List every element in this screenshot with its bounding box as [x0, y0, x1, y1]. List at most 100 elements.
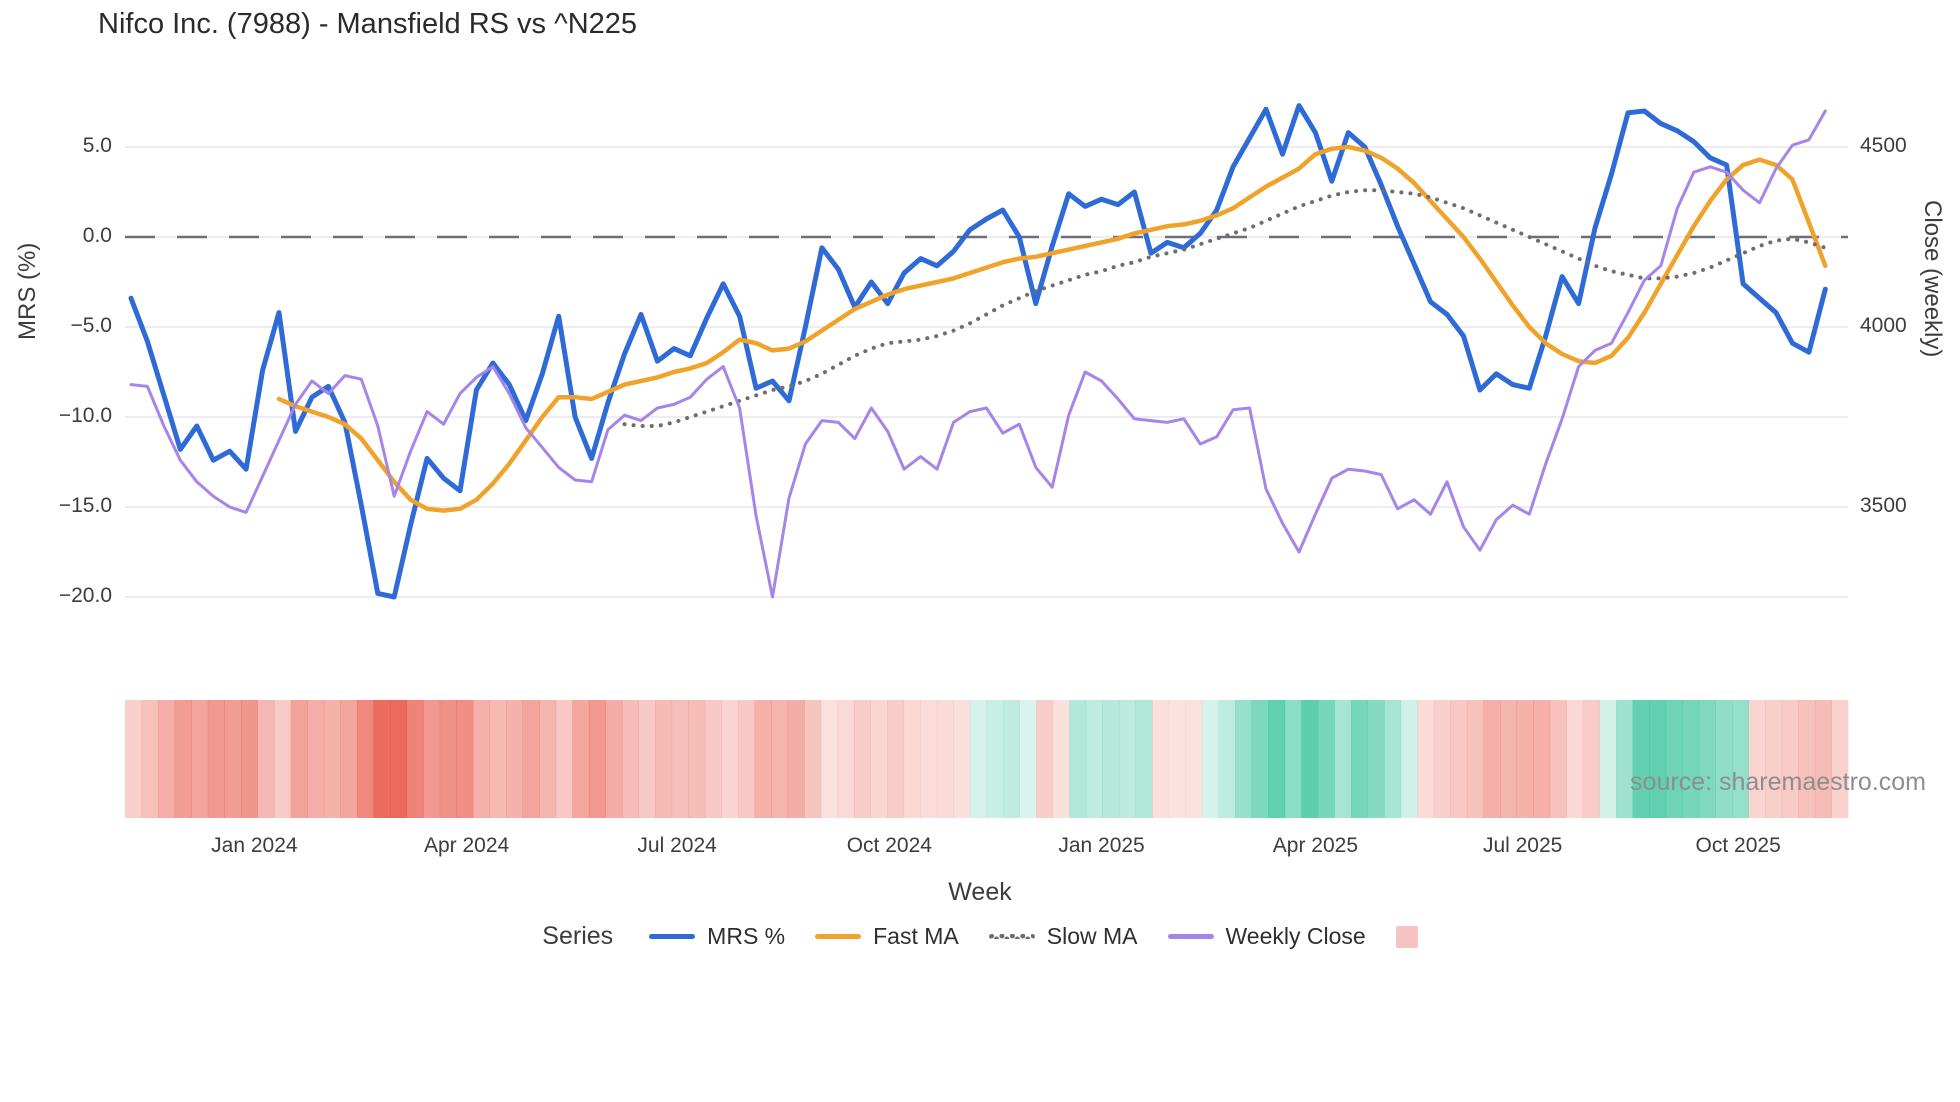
heatmap-cell [837, 700, 855, 818]
heatmap-cell [638, 700, 656, 818]
series-line-slow-ma [622, 188, 1828, 428]
heatmap-cell [1682, 700, 1700, 818]
heatmap-cell [1765, 700, 1783, 818]
heatmap-cell [539, 700, 557, 818]
x-axis-tick: Oct 2025 [1695, 834, 1781, 857]
left-axis-tick: −20.0 [58, 584, 112, 607]
heatmap-cell [1715, 700, 1733, 818]
heatmap-cell [1400, 700, 1418, 818]
heatmap-cell [1566, 700, 1584, 818]
heatmap-cell [323, 700, 341, 818]
heatmap-cell [969, 700, 987, 818]
legend-entry-slow-ma: Slow MA [988, 923, 1138, 950]
heatmap-cell [1218, 700, 1236, 818]
legend-title: Series [542, 922, 614, 950]
heatmap-cell [1533, 700, 1551, 818]
heatmap-cell [1152, 700, 1170, 818]
heatmap-cell [191, 700, 209, 818]
heatmap-cell [1201, 700, 1219, 818]
heatmap-cell [572, 700, 590, 818]
heatmap-cell [1168, 700, 1186, 818]
heatmap-cell [1019, 700, 1037, 818]
heatmap-cell [174, 700, 192, 818]
heatmap-cell [522, 700, 540, 818]
heatmap-cell [887, 700, 905, 818]
heatmap-cell [125, 700, 142, 818]
chart-title: Nifco Inc. (7988) - Mansfield RS vs ^N22… [98, 8, 638, 40]
heatmap-cell [1500, 700, 1518, 818]
heatmap-cell [207, 700, 225, 818]
heatmap-cell [737, 700, 755, 818]
left-axis-tick: −15.0 [58, 494, 112, 517]
x-axis-tick: Jul 2025 [1482, 834, 1563, 857]
heatmap-cell [1135, 700, 1153, 818]
legend-entry-label: Fast MA [873, 923, 959, 949]
heatmap-cell [870, 700, 888, 818]
heatmap-cell [340, 700, 358, 818]
heatmap-cell [472, 700, 490, 818]
heatmap-cell [1549, 700, 1567, 818]
heatmap-cell [688, 700, 706, 818]
heatmap-cell [1582, 700, 1600, 818]
left-axis-tick: −10.0 [58, 404, 112, 427]
heatmap-cell [605, 700, 623, 818]
heatmap-cell [1798, 700, 1816, 818]
heatmap-cell [1185, 700, 1203, 818]
heatmap-cell [1119, 700, 1137, 818]
heatmap-cell [1367, 700, 1385, 818]
series-line-mrs [128, 103, 1828, 600]
heatmap-cell [456, 700, 474, 818]
heatmap-cell [787, 700, 805, 818]
heatmap-cell [257, 700, 275, 818]
line-swatch-icon [1167, 934, 1214, 939]
heatmap-cell [555, 700, 573, 818]
heatmap-cell [1268, 700, 1286, 818]
legend: Series MRS % Fast MA Slow MA Weekly Close [0, 922, 1960, 951]
x-axis-title: Week [948, 878, 1012, 906]
heatmap-cell [406, 700, 424, 818]
right-axis-tick: 4000 [1860, 314, 1907, 337]
heatmap-cell [754, 700, 772, 818]
heatmap-cell [158, 700, 176, 818]
heatmap-cell [1003, 700, 1021, 818]
heatmap-cell [1251, 700, 1269, 818]
right-axis-tick: 3500 [1860, 494, 1907, 517]
heatmap-cell [489, 700, 507, 818]
heatmap-cell [1334, 700, 1352, 818]
heatmap-cell [141, 700, 159, 818]
heatmap-cell [953, 700, 971, 818]
legend-entry-heatmap [1395, 925, 1418, 948]
heatmap-cell [671, 700, 689, 818]
heatmap-cell [1466, 700, 1484, 818]
heatmap-cell [1665, 700, 1683, 818]
heatmap-cell [1632, 700, 1650, 818]
source-watermark: source: sharemaestro.com [1630, 768, 1926, 796]
legend-entry-fast-ma: Fast MA [815, 923, 959, 950]
heatmap-cell [1433, 700, 1451, 818]
heatmap-cell [986, 700, 1004, 818]
heatmap-cell [290, 700, 308, 818]
heatmap-cell [439, 700, 457, 818]
heatmap-cell [1814, 700, 1832, 818]
x-axis-tick: Apr 2024 [423, 834, 510, 857]
heatmap-cell [1698, 700, 1716, 818]
heatmap-cell [1781, 700, 1799, 818]
heatmap-cell [1417, 700, 1435, 818]
heatmap-cell [771, 700, 789, 818]
heatmap-cell [1052, 700, 1070, 818]
heatmap-cell [390, 700, 408, 818]
heatmap-cell [804, 700, 822, 818]
legend-entry-weekly-close: Weekly Close [1167, 923, 1366, 950]
left-axis-tick: 5.0 [82, 134, 112, 157]
heatmap-cell [1748, 700, 1766, 818]
heatmap-cell [1483, 700, 1501, 818]
heatmap-cell [1069, 700, 1087, 818]
heatmap-cell [356, 700, 374, 818]
heatmap-cell [224, 700, 242, 818]
x-axis-tick: Jul 2024 [637, 834, 717, 857]
legend-entry-label: Slow MA [1046, 923, 1138, 949]
heatmap-cell [1085, 700, 1103, 818]
legend-entry-mrs-: MRS % [649, 923, 785, 950]
heatmap-cell [1599, 700, 1617, 818]
